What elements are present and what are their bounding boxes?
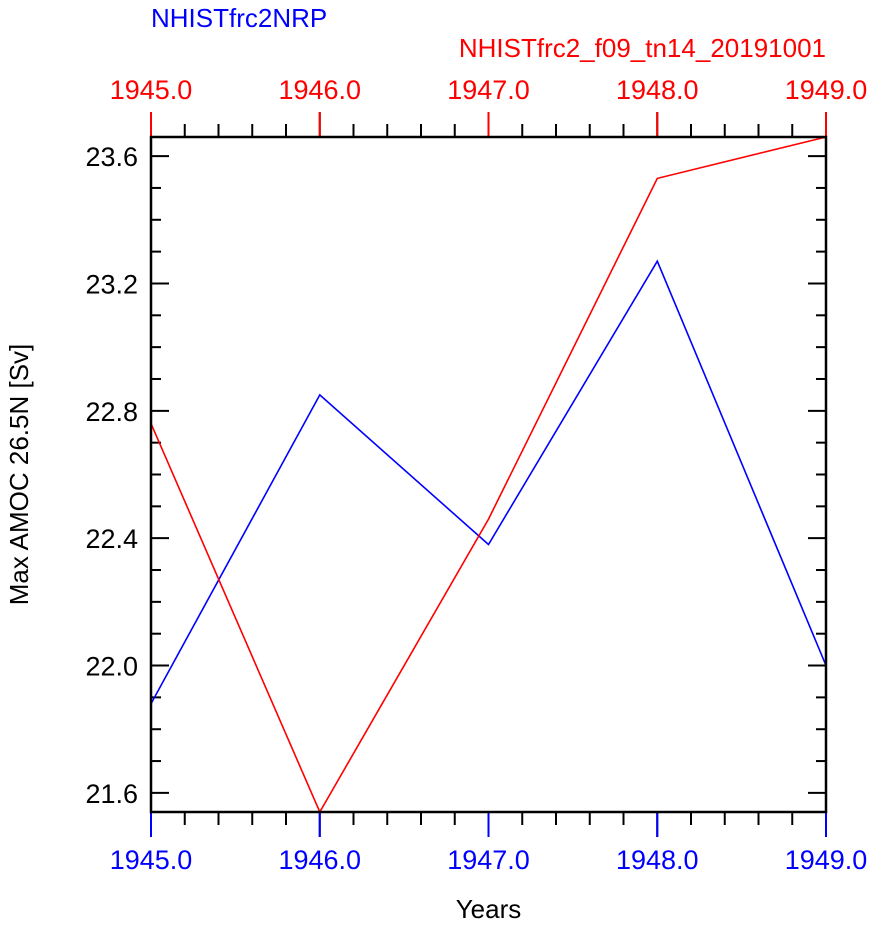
y-tick-label: 23.2 <box>85 269 138 299</box>
x-tick-label-bottom: 1947.0 <box>447 845 530 875</box>
x-tick-label-top: 1946.0 <box>278 75 361 105</box>
x-tick-label-top: 1949.0 <box>785 75 868 105</box>
series-line-red <box>150 136 827 814</box>
series-title-left: NHISTfrc2NRP <box>151 3 327 33</box>
y-tick-label: 23.6 <box>85 142 138 172</box>
x-tick-label-top: 1948.0 <box>616 75 699 105</box>
x-tick-label-bottom: 1949.0 <box>785 845 868 875</box>
series-line-blue <box>150 259 827 705</box>
x-axis-label: Years <box>456 894 522 924</box>
plot-frame <box>149 135 828 814</box>
x-tick-label-top: 1947.0 <box>447 75 530 105</box>
x-tick-label-top: 1945.0 <box>110 75 193 105</box>
y-tick-label: 22.8 <box>85 397 138 427</box>
series-title-right: NHISTfrc2_f09_tn14_20191001 <box>459 33 826 63</box>
x-tick-label-bottom: 1945.0 <box>110 845 193 875</box>
y-tick-label: 22.4 <box>85 524 138 554</box>
y-tick-label: 21.6 <box>85 779 138 809</box>
x-tick-label-bottom: 1948.0 <box>616 845 699 875</box>
y-tick-label: 22.0 <box>85 652 138 682</box>
x-tick-label-bottom: 1946.0 <box>278 845 361 875</box>
y-axis-label: Max AMOC 26.5N [Sv] <box>4 344 34 606</box>
